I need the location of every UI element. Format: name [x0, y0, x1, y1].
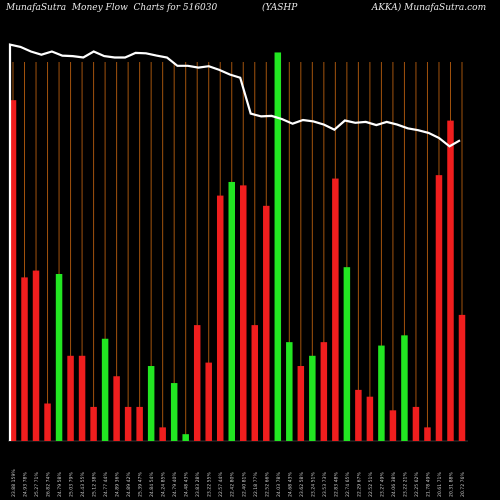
bar [32, 270, 40, 441]
tick-label: 20.31 88% [448, 472, 454, 497]
tick-label: 21.78 49% [425, 472, 431, 497]
bar [401, 335, 408, 441]
chart-title-left: MunafaSutra Money Flow Charts for 516030 [6, 3, 218, 13]
tick-labels: 23.88 159% 24.93 78% 25.27 71% 26.82 74% 24.… [11, 469, 466, 497]
tick-label: 22.57 44% [218, 472, 224, 497]
tick-label: 22.52 66% [264, 472, 270, 497]
bar [78, 355, 86, 441]
tick-label: 24.89 36% [115, 472, 121, 497]
tick-label: 22.83 48% [333, 472, 339, 497]
tick-label: 25.12 38% [92, 472, 98, 497]
tick-label: 25.03 79% [69, 472, 75, 497]
bar [274, 52, 282, 441]
tick-label: 23.22 55% [207, 472, 213, 497]
bar [101, 338, 109, 441]
bar [320, 342, 328, 441]
tick-label: 24.79 40% [172, 472, 178, 497]
bars [9, 52, 466, 442]
tick-label: 22.42 80% [230, 472, 236, 497]
bar [136, 406, 143, 441]
tick-label: 23.83 28% [195, 472, 201, 497]
tick-label: 20.72 76% [460, 472, 466, 497]
bar [263, 205, 270, 441]
tick-label: 25.27 71% [34, 472, 40, 497]
bar [205, 362, 212, 441]
bar [332, 178, 339, 441]
bar [90, 406, 97, 441]
bar [447, 120, 454, 441]
bar [297, 366, 305, 441]
bar [228, 181, 235, 441]
tick-label: 24.77 44% [103, 472, 109, 497]
price-line [8, 43, 461, 441]
bar [378, 345, 385, 441]
tick-label: 24.93 78% [23, 472, 29, 497]
bar [113, 376, 120, 441]
bar [424, 427, 431, 441]
tick-label: 24.06 38% [391, 472, 397, 497]
tick-label: 22.74 65% [345, 472, 351, 497]
tick-label: 23.22 21% [402, 472, 408, 497]
bar [67, 355, 74, 441]
bar [309, 355, 316, 441]
bar [216, 195, 224, 441]
bar [124, 406, 132, 441]
tick-label: 24.03 78% [276, 472, 282, 497]
bar [55, 273, 63, 441]
tick-label: 25.39 47% [138, 472, 144, 497]
bar [389, 410, 397, 441]
bar [44, 403, 51, 441]
tick-label: 23.24 51% [310, 472, 316, 497]
bar [182, 434, 189, 441]
tick-label: 24.68 43% [287, 472, 293, 497]
bar [147, 366, 155, 441]
tick-label: 24.89 42% [126, 472, 132, 497]
bar [366, 396, 374, 441]
tick-label: 23.62 58% [299, 472, 305, 497]
chart-title-right: (YASHP AKKA) MunafaSutra.com [262, 3, 487, 13]
bar [412, 406, 420, 441]
tick-label: 22.25 62% [414, 472, 420, 497]
bar [343, 267, 351, 441]
bar [170, 383, 178, 441]
tick-label: 23.88 159% [11, 469, 17, 497]
tick-label: 24.24 85% [161, 472, 167, 497]
bar [159, 427, 166, 441]
bar [240, 185, 247, 441]
bar [21, 277, 28, 441]
bar [435, 175, 443, 441]
tick-label: 26.82 74% [46, 472, 52, 497]
tick-label: 24.48 43% [184, 472, 190, 497]
tick-label: 24.43 55% [80, 472, 86, 497]
tick-label: 24.79 58% [57, 472, 63, 497]
bar [286, 342, 293, 441]
tick-label: 24.84 54% [149, 472, 155, 497]
tick-label: 20.61 71% [437, 472, 443, 497]
bar [193, 325, 201, 441]
bar [355, 389, 362, 441]
bar [458, 314, 466, 441]
tick-label: 23.27 49% [379, 472, 385, 497]
tick-label: 23.53 73% [322, 472, 328, 497]
bar [9, 100, 17, 442]
tick-label: 22.52 51% [368, 472, 374, 497]
tick-label: 22.18 77% [253, 472, 259, 497]
bar [251, 325, 259, 441]
tick-label: 22.40 81% [241, 472, 247, 497]
tick-label: 22.29 67% [356, 472, 362, 497]
